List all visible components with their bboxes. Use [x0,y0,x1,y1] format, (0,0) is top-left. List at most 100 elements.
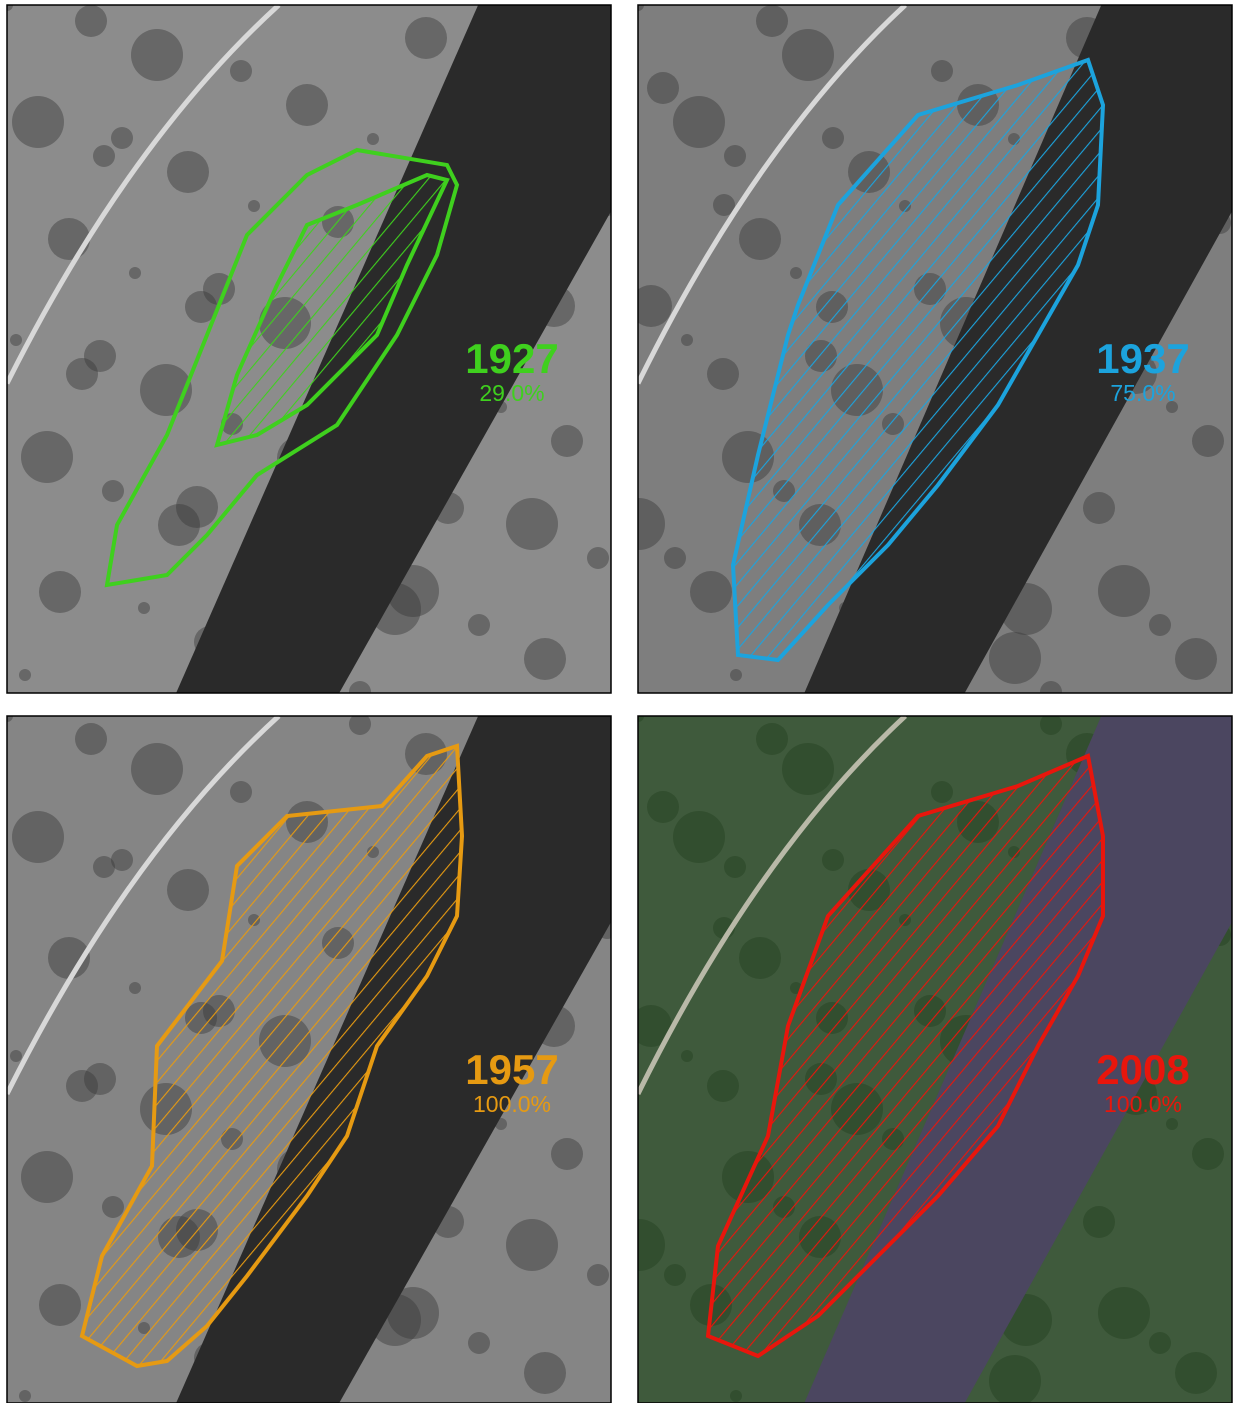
vegetation [131,29,183,81]
vegetation [506,498,558,550]
vegetation [989,632,1041,684]
vegetation [102,1196,124,1218]
vegetation [468,1332,490,1354]
vegetation [129,982,141,994]
vegetation [158,504,200,546]
vegetation [1175,1352,1217,1394]
road [638,5,907,385]
vegetation [405,17,447,59]
vegetation [21,1151,73,1203]
vegetation [1175,638,1217,680]
vegetation [230,781,252,803]
vegetation [782,743,834,795]
year-label: 1957 [465,1046,558,1093]
vegetation [10,1050,22,1062]
vegetation [19,669,31,681]
vegetation [551,425,583,457]
vegetation [724,145,746,167]
road [7,5,281,385]
vegetation [713,194,735,216]
vegetation [10,334,22,346]
vegetation [84,1063,116,1095]
percent-label: 100.0% [473,1091,551,1117]
year-label: 1937 [1096,335,1189,382]
vegetation [707,1070,739,1102]
vegetation [673,811,725,863]
percent-label: 29.0% [479,380,544,406]
vegetation [638,285,672,327]
vegetation [739,218,781,260]
vegetation [673,96,725,148]
vegetation [664,1264,686,1286]
panel-border [6,715,612,1403]
vegetation [12,811,64,863]
vegetation [1040,681,1062,693]
vegetation [349,681,371,693]
vegetation [524,638,566,680]
vegetation [185,291,217,323]
vegetation [931,60,953,82]
vegetation [19,1390,31,1402]
vegetation [167,151,209,193]
vegetation [93,145,115,167]
vegetation [647,72,679,104]
vegetation [387,1287,439,1339]
vegetation [1192,425,1224,457]
vegetation [638,1005,672,1047]
vegetation [647,791,679,823]
island-outline [104,147,460,588]
vegetation [39,1284,81,1326]
island-hatch [730,57,1106,663]
vegetation [1166,401,1178,413]
vegetation [248,200,260,212]
vegetation [1098,565,1150,617]
vegetation [707,358,739,390]
vegetation [12,96,64,148]
vegetation [782,29,834,81]
vegetation [138,602,150,614]
river [176,5,611,693]
vegetation [102,480,124,502]
vegetation [739,937,781,979]
vegetation [638,716,644,722]
vegetation [790,267,802,279]
vegetation [690,571,732,613]
vegetation [66,358,98,390]
vegetation [176,486,218,528]
vegetation [1166,1118,1178,1130]
island-hatch [214,172,450,448]
vegetation [664,547,686,569]
year-label: 1927 [465,335,558,382]
vegetation [822,127,844,149]
vegetation [931,781,953,803]
vegetation [48,937,90,979]
vegetation [989,1355,1041,1403]
river [176,716,611,1403]
vegetation [84,340,116,372]
vegetation [756,723,788,755]
vegetation [286,84,328,126]
vegetation [638,498,665,550]
island-hatch [79,743,465,1369]
vegetation [638,5,644,11]
vegetation [724,856,746,878]
year-label: 2008 [1096,1046,1189,1093]
vegetation [367,133,379,145]
vegetation [1192,1138,1224,1170]
vegetation [587,547,609,569]
vegetation [7,5,13,11]
road [638,716,907,1095]
vegetation [1149,1332,1171,1354]
vegetation [730,669,742,681]
panel-border [6,4,612,694]
vegetation [66,1070,98,1102]
road [7,716,281,1095]
vegetation [349,716,371,735]
vegetation [167,869,209,911]
vegetation [111,849,133,871]
vegetation [587,1264,609,1286]
